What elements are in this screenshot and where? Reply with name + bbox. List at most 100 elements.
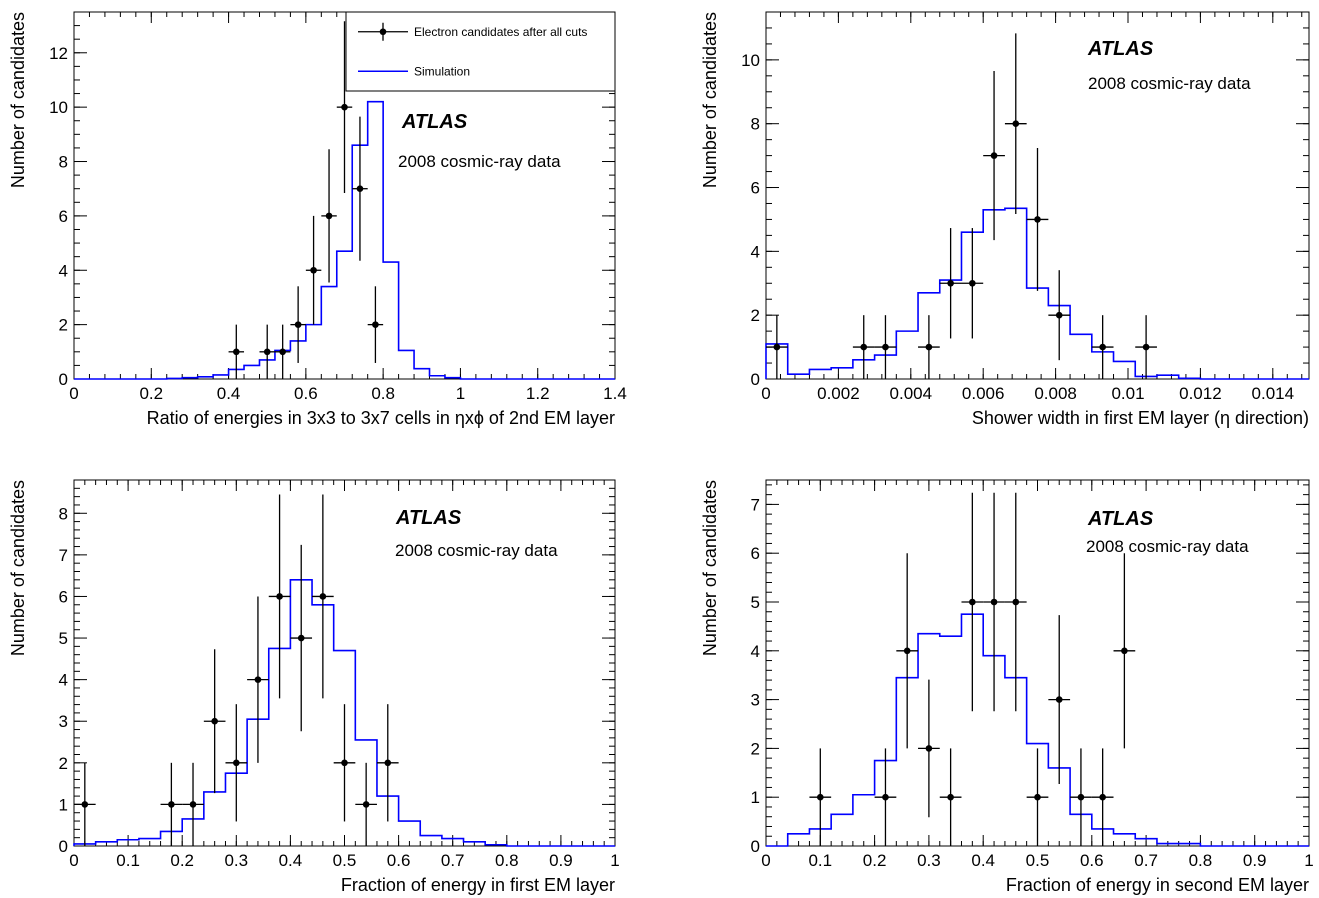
y-axis-title: Number of candidates — [8, 480, 28, 656]
data-marker — [384, 759, 392, 767]
x-tick-label: 0.5 — [1026, 851, 1050, 870]
x-tick-label: 0.4 — [217, 384, 241, 403]
data-marker — [319, 593, 327, 600]
data-marker — [279, 348, 286, 356]
y-tick-label: 0 — [59, 837, 68, 856]
x-tick-label: 0.6 — [1080, 851, 1104, 870]
legend-label: Simulation — [414, 64, 470, 78]
x-tick-label: 0.4 — [971, 851, 995, 870]
x-tick-label: 0 — [69, 851, 78, 870]
data-marker — [362, 801, 370, 808]
y-tick-label: 4 — [751, 642, 760, 661]
data-point — [1026, 147, 1049, 291]
data-point — [182, 762, 204, 846]
x-tick-label: 0.004 — [890, 384, 933, 403]
data-point — [874, 748, 897, 846]
data-marker — [925, 343, 933, 351]
data-marker — [81, 801, 89, 808]
x-tick-label: 1 — [1304, 851, 1313, 870]
data-marker — [1055, 311, 1063, 319]
data-point — [1113, 553, 1136, 749]
data-marker — [1034, 216, 1041, 223]
x-axis-title: Fraction of energy in second EM layer — [1006, 875, 1309, 895]
x-tick-label: 0.1 — [808, 851, 832, 870]
y-tick-label: 8 — [751, 115, 760, 134]
data-marker — [1012, 598, 1020, 606]
x-tick-label: 0.2 — [170, 851, 194, 870]
data-point — [961, 228, 984, 339]
data-point — [983, 71, 1005, 241]
y-tick-label: 2 — [59, 754, 68, 773]
histogram-panel-1: 0 0.2 0.4 0.6 0.8 1 1.2 1.4 0 2 4 6 8 10 12 ATLAS 2008 c… — [8, 11, 627, 428]
data-point — [1048, 615, 1071, 785]
data-point — [228, 324, 245, 379]
simulation-histogram — [765, 207, 1309, 380]
data-marker — [263, 348, 271, 356]
data-marker — [817, 793, 824, 801]
x-tick-label: 0.1 — [116, 851, 140, 870]
simulation-histogram — [74, 100, 615, 380]
data-point — [247, 596, 269, 763]
data-point — [852, 315, 875, 379]
data-point — [1070, 748, 1092, 846]
y-tick-label: 4 — [59, 671, 68, 690]
data-marker — [325, 212, 333, 220]
data-point — [333, 704, 356, 822]
data-marker — [276, 593, 283, 600]
data-point — [274, 324, 291, 379]
data-point — [1004, 492, 1027, 712]
x-tick-label: 0 — [69, 384, 78, 403]
y-tick-label: 10 — [49, 98, 68, 117]
y-tick-label: 10 — [741, 51, 760, 70]
dataset-note: 2008 cosmic-ray data — [398, 152, 561, 171]
plot-frame — [765, 11, 1310, 380]
y-tick-label: 3 — [751, 691, 760, 710]
data-point — [290, 286, 306, 363]
data-marker — [1142, 343, 1150, 351]
y-tick-label: 3 — [59, 712, 68, 731]
simulation-histogram — [766, 613, 1309, 847]
x-tick-label: 0.012 — [1179, 384, 1222, 403]
simulation-histogram — [73, 579, 615, 847]
data-marker — [990, 152, 998, 159]
x-tick-label: 0.01 — [1111, 384, 1144, 403]
data-point — [225, 704, 248, 822]
legend-marker — [379, 28, 387, 36]
data-point — [1135, 315, 1157, 379]
y-axis-title: Number of candidates — [700, 480, 720, 656]
data-point — [160, 762, 183, 846]
data-marker — [1099, 793, 1106, 801]
x-tick-label: 1.2 — [526, 384, 550, 403]
x-tick-label: 0.8 — [1189, 851, 1213, 870]
y-tick-label: 4 — [59, 261, 68, 280]
y-tick-label: 8 — [59, 504, 68, 523]
atlas-label: ATLAS — [1087, 508, 1154, 530]
data-point — [961, 492, 984, 712]
data-marker — [168, 801, 175, 808]
y-tick-label: 4 — [751, 242, 760, 261]
data-point — [336, 21, 353, 194]
data-marker — [860, 343, 868, 351]
atlas-label: ATLAS — [395, 507, 462, 529]
x-tick-label: 0.9 — [1243, 851, 1267, 870]
data-marker — [925, 745, 933, 752]
data-point — [321, 149, 337, 283]
data-marker — [341, 103, 348, 111]
x-axis-title: Fraction of energy in first EM layer — [341, 875, 615, 895]
atlas-label: ATLAS — [401, 111, 468, 133]
x-tick-label: 0.5 — [333, 851, 357, 870]
data-point — [352, 116, 368, 261]
data-marker — [1012, 120, 1020, 127]
data-marker — [294, 321, 302, 328]
x-tick-label: 0.014 — [1252, 384, 1295, 403]
data-point — [896, 553, 919, 749]
y-tick-label: 7 — [59, 546, 68, 565]
data-marker — [969, 598, 976, 606]
data-marker — [233, 759, 240, 767]
x-tick-label: 0.7 — [1134, 851, 1158, 870]
y-tick-label: 6 — [751, 544, 760, 563]
dataset-note: 2008 cosmic-ray data — [395, 541, 558, 560]
y-tick-label: 6 — [59, 207, 68, 226]
y-tick-label: 0 — [751, 370, 760, 389]
x-tick-label: 1.4 — [603, 384, 627, 403]
